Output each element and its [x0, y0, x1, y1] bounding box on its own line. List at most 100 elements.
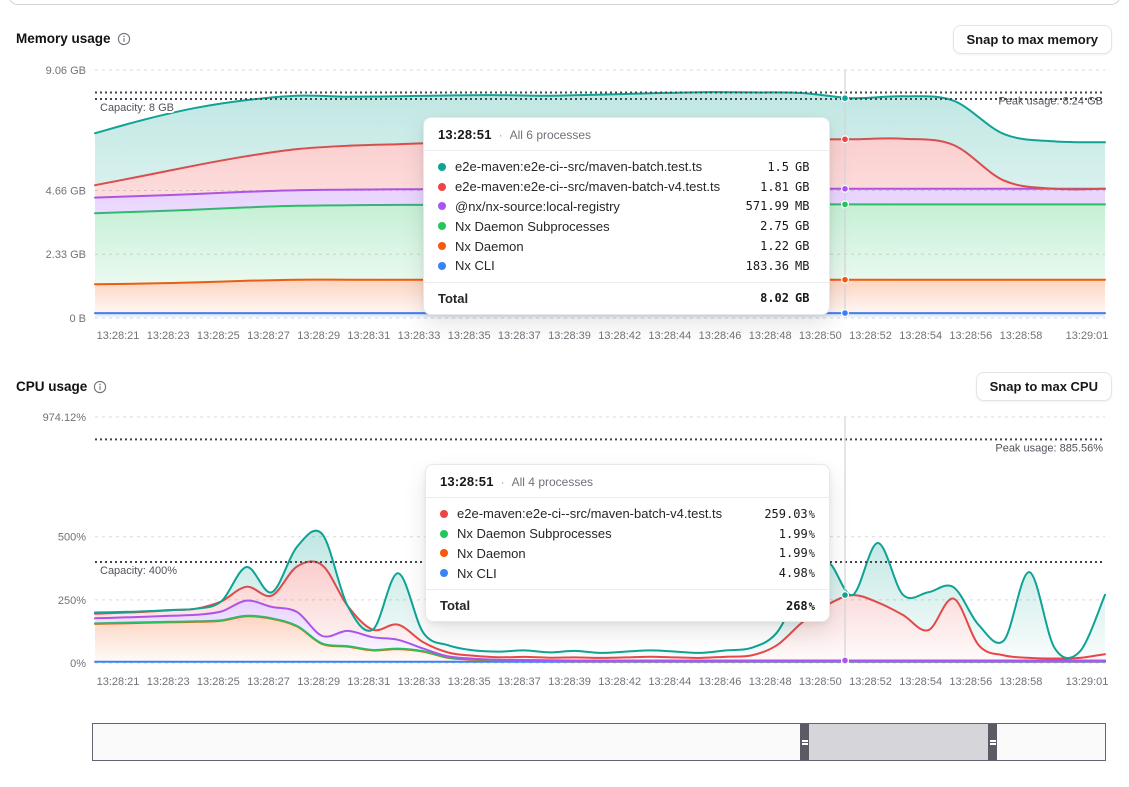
x-axis-label: 13:28:50	[799, 330, 842, 342]
x-axis-label: 13:28:58	[1000, 676, 1043, 688]
x-axis-label: 13:28:23	[147, 676, 190, 688]
tooltip-row: e2e-maven:e2e-ci--src/maven-batch.test.t…	[424, 157, 829, 177]
x-axis-label: 13:28:46	[699, 330, 742, 342]
annotation-label: Capacity: 400%	[100, 565, 177, 577]
dot-separator: ·	[498, 127, 503, 142]
series-label: e2e-maven:e2e-ci--src/maven-batch-v4.tes…	[457, 506, 723, 522]
brush-handle-left[interactable]	[800, 724, 809, 760]
x-axis-label: 13:28:29	[297, 676, 340, 688]
dot-separator: ·	[500, 474, 505, 489]
series-value: 571.99 MB	[745, 199, 810, 214]
total-label: Total	[440, 598, 471, 614]
x-axis-label: 13:28:29	[297, 330, 340, 342]
x-axis-label: 13:28:37	[498, 676, 541, 688]
series-dot	[438, 261, 446, 270]
series-area	[95, 313, 1105, 318]
annotation-label: Peak usage: 885.56%	[995, 442, 1103, 454]
tooltip-subtitle: All 6 processes	[509, 127, 592, 142]
y-axis-label: 9.06 GB	[46, 65, 86, 77]
tooltip-row: Nx Daemon 1.22 GB	[424, 236, 829, 256]
x-axis-label: 13:28:21	[97, 330, 140, 342]
snap-to-max-cpu-button[interactable]: Snap to max CPU	[975, 372, 1112, 401]
memory-usage-title: Memory usage	[16, 31, 111, 46]
series-value: 1.99%	[778, 526, 815, 541]
series-dot	[438, 242, 446, 251]
series-label: Nx CLI	[455, 258, 495, 274]
x-axis-label: 13:28:27	[247, 330, 290, 342]
info-icon[interactable]	[117, 32, 131, 46]
tooltip-row: e2e-maven:e2e-ci--src/maven-batch-v4.tes…	[426, 504, 829, 524]
series-value: 183.36 MB	[745, 258, 810, 273]
x-axis-label: 13:28:52	[849, 330, 892, 342]
series-dot	[440, 549, 448, 558]
tooltip-row: Nx Daemon Subprocesses 1.99%	[426, 524, 829, 544]
cpu-usage-chart[interactable]: 974.12% 500% 250% 0% Peak usage: 885.56% Capa…	[43, 412, 1109, 688]
series-value: 1.5 GB	[767, 159, 810, 174]
snap-to-max-memory-button[interactable]: Snap to max memory	[952, 25, 1112, 54]
x-axis-label: 13:28:23	[147, 330, 190, 342]
x-axis-label: 13:28:39	[548, 330, 591, 342]
crosshair-dot	[840, 309, 849, 318]
crosshair-dot	[840, 200, 849, 209]
y-axis-label: 500%	[58, 532, 86, 544]
x-axis-label: 13:28:25	[197, 330, 240, 342]
annotation-label: Peak usage: 8.24 GB	[998, 95, 1103, 107]
tooltip-total-row: Total 8.02 GB	[424, 281, 829, 314]
y-axis-label: 250%	[58, 595, 86, 607]
brush-selection[interactable]	[800, 724, 997, 760]
tooltip-rows: e2e-maven:e2e-ci--src/maven-batch.test.t…	[424, 150, 829, 282]
series-value: 1.81 GB	[760, 179, 810, 194]
tooltip-row: Nx CLI 183.36 MB	[424, 256, 829, 276]
series-label: Nx CLI	[457, 565, 497, 581]
x-axis-label: 13:28:44	[648, 676, 691, 688]
x-axis-label: 13:28:56	[949, 676, 992, 688]
series-dot	[440, 569, 448, 578]
x-axis-label: 13:28:27	[247, 676, 290, 688]
total-label: Total	[438, 290, 469, 306]
x-axis-label: 13:28:37	[498, 330, 541, 342]
tooltip-rows: e2e-maven:e2e-ci--src/maven-batch-v4.tes…	[426, 497, 829, 589]
x-axis-label: 13:28:50	[799, 676, 842, 688]
info-icon[interactable]	[93, 380, 107, 394]
tooltip-header: 13:28:51 · All 6 processes	[424, 118, 829, 150]
x-axis-label: 13:28:35	[448, 676, 491, 688]
x-axis-label: 13:28:39	[548, 676, 591, 688]
total-value: 8.02 GB	[760, 291, 810, 306]
x-axis-label: 13:28:52	[849, 676, 892, 688]
tooltip-row: Nx Daemon Subprocesses 2.75 GB	[424, 216, 829, 236]
series-label: Nx Daemon	[455, 238, 524, 254]
x-axis-label: 13:28:42	[598, 676, 641, 688]
series-area	[95, 561, 1105, 661]
series-value: 1.22 GB	[760, 239, 810, 254]
series-value: 4.98%	[778, 566, 815, 581]
tooltip-total-row: Total 268%	[426, 589, 829, 621]
brush-handle-right[interactable]	[988, 724, 997, 760]
series-label: Nx Daemon Subprocesses	[455, 218, 610, 234]
tooltip-row: e2e-maven:e2e-ci--src/maven-batch-v4.tes…	[424, 177, 829, 197]
cpu-section-header: CPU usage	[16, 379, 107, 394]
series-dot	[438, 202, 446, 211]
series-label: e2e-maven:e2e-ci--src/maven-batch.test.t…	[455, 159, 703, 175]
x-axis-label: 13:28:33	[398, 676, 441, 688]
tooltip-row: Nx Daemon 1.99%	[426, 544, 829, 564]
y-axis-label: 4.66 GB	[46, 185, 86, 197]
x-axis-label: 13:28:25	[197, 676, 240, 688]
series-dot	[438, 222, 446, 231]
x-axis-label: 13:28:46	[699, 676, 742, 688]
crosshair-dot	[840, 275, 849, 284]
x-axis-label: 13:28:48	[749, 676, 792, 688]
x-axis-label: 13:28:31	[347, 330, 390, 342]
series-dot	[440, 529, 448, 538]
series-line	[94, 529, 1106, 660]
x-axis-label: 13:28:44	[648, 330, 691, 342]
x-axis-label: 13:28:58	[1000, 330, 1043, 342]
y-axis-label: 0 B	[69, 313, 86, 325]
crosshair-dot	[840, 135, 849, 144]
timeline-brush[interactable]	[92, 723, 1106, 761]
series-dot	[440, 509, 448, 518]
tooltip-row: @nx/nx-source:local-registry 571.99 MB	[424, 197, 829, 217]
x-axis-label: 13:28:54	[899, 330, 942, 342]
x-axis-label: 13:28:42	[598, 330, 641, 342]
y-axis-label: 2.33 GB	[46, 249, 86, 261]
